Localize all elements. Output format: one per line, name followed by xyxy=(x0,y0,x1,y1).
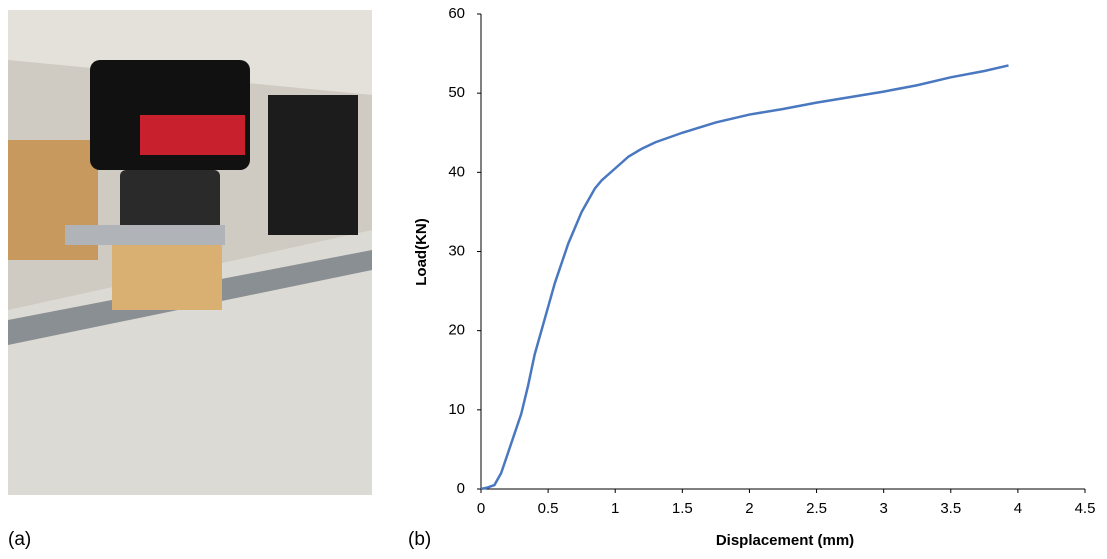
data-line xyxy=(480,64,1009,491)
y-tick-label: 20 xyxy=(448,322,465,339)
panel-label: (a) xyxy=(8,529,31,550)
x-tick-label: 3.5 xyxy=(940,500,961,517)
y-tick-label: 30 xyxy=(448,242,465,259)
machine-top xyxy=(8,10,372,95)
x-tick-label: 0 xyxy=(477,500,485,517)
y-tick-label: 10 xyxy=(448,401,465,418)
x-tick-label: 1 xyxy=(611,500,619,517)
x-tick-label: 2.5 xyxy=(806,500,827,517)
load-cell-label xyxy=(140,115,245,155)
y-tick-label: 50 xyxy=(448,84,465,101)
x-tick-label: 0.5 xyxy=(538,500,559,517)
y-axis-title: Load(KN) xyxy=(413,218,430,286)
table xyxy=(8,230,372,495)
photo xyxy=(8,10,372,495)
bellows xyxy=(268,95,358,235)
x-tick-label: 2 xyxy=(745,500,753,517)
x-tick-label: 4 xyxy=(1014,500,1022,517)
plate xyxy=(65,225,225,245)
wood-block xyxy=(112,245,222,310)
y-tick-label: 40 xyxy=(448,163,465,180)
x-tick-label: 4.5 xyxy=(1075,500,1096,517)
y-tick-label: 60 xyxy=(448,5,465,22)
panel-label: (b) xyxy=(408,529,431,550)
x-tick-label: 1.5 xyxy=(672,500,693,517)
y-tick-label: 0 xyxy=(457,480,465,497)
x-tick-label: 3 xyxy=(879,500,887,517)
platen xyxy=(120,170,220,230)
x-axis-title: Displacement (mm) xyxy=(716,532,854,549)
